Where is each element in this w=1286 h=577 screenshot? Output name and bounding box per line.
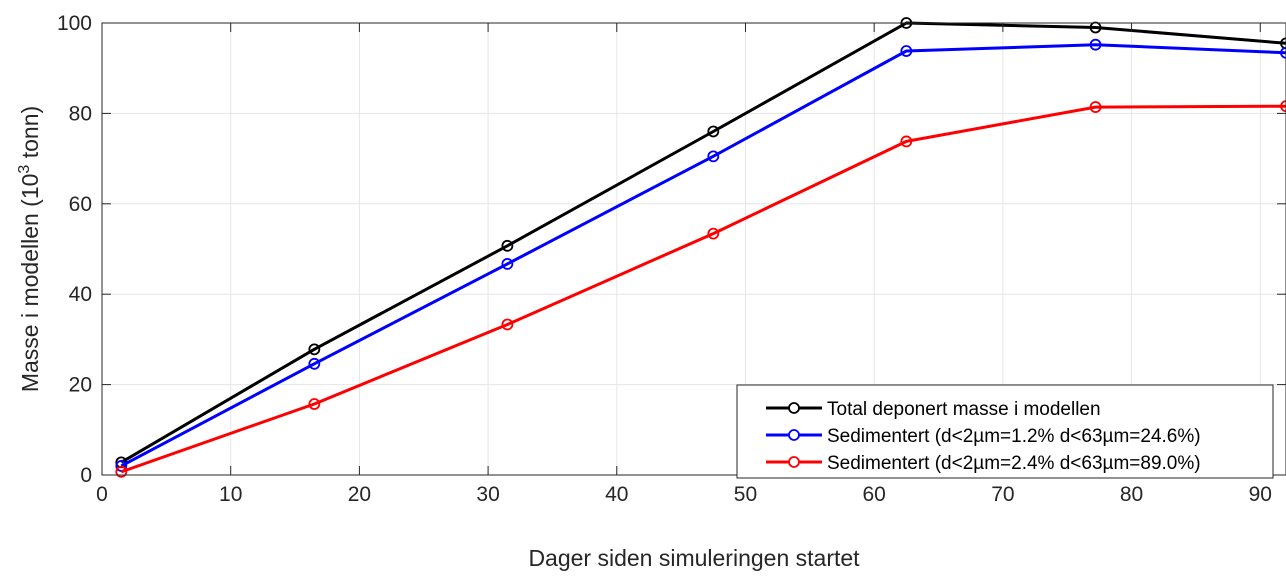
data-point [501, 318, 514, 331]
plot-frame [101, 22, 1286, 476]
x-tick-label: 40 [605, 483, 628, 506]
data-point [308, 343, 321, 356]
ticks: 0 10 20 30 40 50 60 70 80 90 0 20 40 60 80 100 [57, 12, 1286, 506]
y-tick-label: 0 [80, 464, 92, 487]
y-tick-label: 100 [57, 12, 92, 35]
y-axis-label-suffix: tonn) [17, 106, 43, 165]
y-tick-label: 60 [69, 193, 92, 216]
legend-marker [788, 456, 800, 468]
legend: Total deponert masse i modellen Sedimente… [736, 384, 1274, 479]
data-point [707, 227, 720, 240]
legend-label: Sedimentert (d<2µm=2.4% d<63µm=89.0%) [827, 453, 1201, 474]
legend-label: Total deponert masse i modellen [827, 399, 1101, 420]
legend-marker [788, 429, 800, 441]
data-point [115, 465, 128, 478]
legend-box [736, 384, 1274, 479]
x-tick-label: 20 [348, 483, 371, 506]
x-tick-label: 10 [219, 483, 242, 506]
data-point [308, 398, 321, 410]
legend-marker [788, 402, 800, 414]
series-line [120, 104, 1286, 474]
x-tick-label: 80 [1120, 483, 1143, 506]
y-tick-label: 80 [69, 102, 92, 125]
data-point [501, 239, 514, 252]
data-point [1280, 46, 1286, 59]
data-point [900, 45, 913, 57]
y-axis-label-main: Masse i modellen (10 [17, 174, 43, 393]
data-point [501, 258, 514, 270]
series-1 [115, 17, 1286, 469]
x-axis-label: Dager siden simuleringen startet [528, 545, 860, 571]
x-tick-label: 0 [96, 483, 108, 506]
data-point [308, 357, 321, 370]
y-tick-label: 40 [69, 283, 92, 306]
x-tick-label: 60 [862, 483, 885, 506]
y-axis-label-exponent: 3 [16, 165, 33, 174]
series-line [120, 43, 1286, 468]
data-point [707, 150, 720, 163]
series-line [120, 21, 1286, 464]
x-tick-label: 70 [991, 483, 1014, 506]
data-point [1280, 37, 1286, 50]
data-point [707, 125, 720, 138]
series-3 [115, 100, 1286, 478]
data-point [1089, 38, 1102, 51]
legend-label: Sedimentert (d<2µm=1.2% d<63µm=24.6%) [827, 426, 1201, 447]
x-tick-label: 50 [734, 483, 757, 506]
data-point [1280, 100, 1286, 113]
data-point [900, 135, 913, 148]
x-tick-label: 90 [1249, 483, 1272, 506]
series-group [115, 17, 1286, 478]
y-tick-label: 20 [69, 374, 92, 397]
data-point [1089, 101, 1102, 113]
x-tick-label: 30 [476, 483, 499, 506]
y-axis-label: Masse i modellen (103 tonn) [16, 106, 43, 392]
